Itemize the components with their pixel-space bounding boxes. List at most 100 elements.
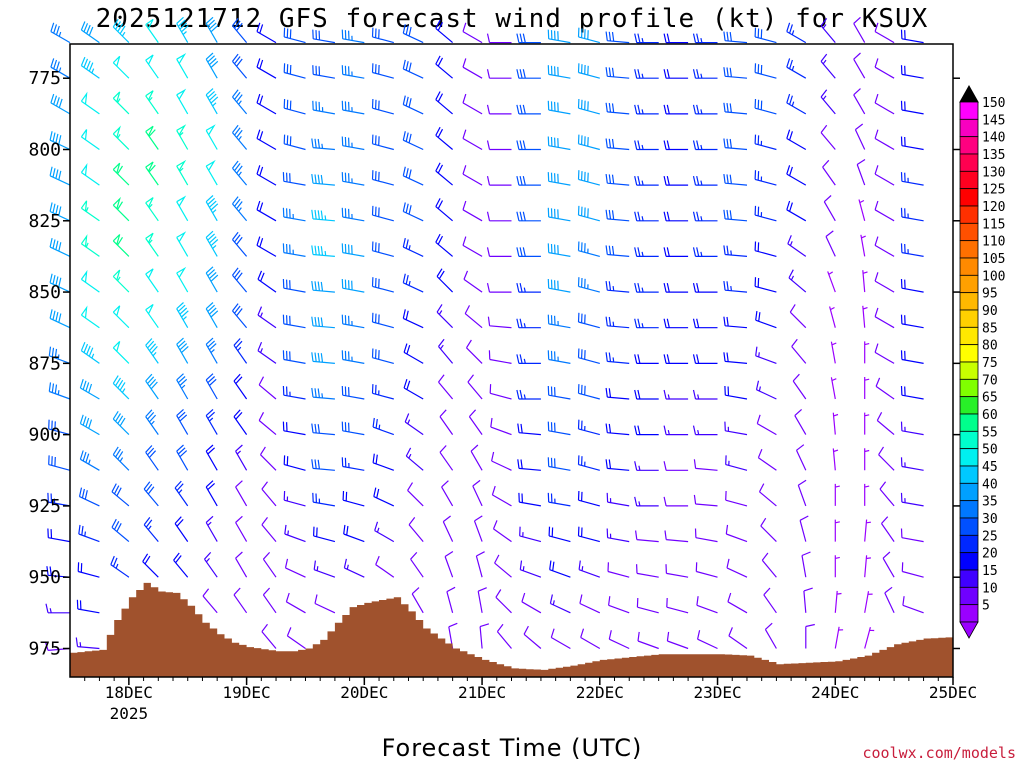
wind-barb xyxy=(577,490,600,507)
wind-barb xyxy=(112,269,130,293)
wind-barb xyxy=(792,373,807,400)
colorbar-label: 25 xyxy=(982,529,998,544)
wind-barb xyxy=(257,341,277,364)
wind-barb xyxy=(462,93,483,115)
wind-barb xyxy=(407,482,424,507)
wind-barb xyxy=(176,266,189,293)
y-tick-label: 950 xyxy=(28,567,61,588)
wind-barb xyxy=(797,479,807,507)
wind-barb xyxy=(205,88,219,115)
wind-barb xyxy=(786,165,807,186)
wind-barb xyxy=(110,555,130,578)
wind-barb xyxy=(285,592,306,614)
wind-barb xyxy=(516,318,541,329)
colorbar-label: 110 xyxy=(982,235,1005,250)
wind-barb xyxy=(665,564,689,578)
wind-barb xyxy=(462,236,483,257)
wind-barb xyxy=(111,483,130,507)
wind-barb xyxy=(446,586,456,613)
wind-barb xyxy=(486,104,512,115)
wind-barb xyxy=(864,448,870,471)
wind-barb xyxy=(829,306,836,328)
wind-barb xyxy=(262,551,277,578)
wind-barb xyxy=(256,93,277,115)
wind-barb xyxy=(176,16,189,43)
wind-barb xyxy=(549,594,571,614)
wind-barb xyxy=(491,485,512,507)
wind-barb xyxy=(47,492,71,507)
wind-barb xyxy=(634,69,659,79)
wind-barb xyxy=(462,22,483,44)
wind-barb xyxy=(79,379,100,400)
wind-barb xyxy=(496,623,512,649)
colorbar-swatch xyxy=(959,170,979,190)
wind-barb xyxy=(820,53,836,79)
wind-barb xyxy=(577,63,600,79)
wind-barb xyxy=(205,480,218,507)
colorbar-label: 145 xyxy=(982,113,1005,128)
wind-barb xyxy=(516,69,541,79)
wind-barb xyxy=(516,389,541,400)
wind-barb xyxy=(444,550,454,578)
wind-barb xyxy=(282,421,306,436)
wind-barb xyxy=(232,89,248,115)
wind-barb xyxy=(341,172,365,186)
wind-barb xyxy=(864,519,871,542)
wind-barb xyxy=(435,198,453,222)
wind-barb xyxy=(282,207,306,222)
wind-barb xyxy=(786,129,807,151)
wind-barb xyxy=(693,459,718,471)
wind-barb xyxy=(787,235,807,257)
wind-barb xyxy=(205,52,219,79)
wind-barb xyxy=(232,196,248,222)
wind-barb xyxy=(176,337,189,364)
colorbar-label: 135 xyxy=(982,148,1005,163)
wind-barb xyxy=(827,271,836,293)
wind-barb xyxy=(864,377,870,399)
wind-barb xyxy=(547,385,571,400)
wind-barb xyxy=(176,302,189,329)
wind-barb xyxy=(663,140,689,151)
wind-barb xyxy=(692,318,718,329)
wind-barb xyxy=(723,281,748,293)
wind-barb xyxy=(463,270,483,293)
wind-barb xyxy=(402,95,424,115)
colorbar-label: 115 xyxy=(982,217,1005,232)
wind-barb xyxy=(487,316,512,329)
wind-barb xyxy=(547,278,571,293)
wind-barb xyxy=(256,165,277,186)
colorbar-swatch xyxy=(959,205,979,224)
wind-barb xyxy=(727,592,748,614)
wind-barb xyxy=(900,243,924,257)
wind-barb xyxy=(834,626,844,649)
wind-barb xyxy=(723,245,748,257)
colorbar-label: 5 xyxy=(982,599,990,614)
wind-barb xyxy=(547,100,571,115)
wind-barb xyxy=(404,413,424,436)
wind-barb xyxy=(876,412,895,436)
wind-barb xyxy=(282,172,306,186)
wind-barb xyxy=(577,98,600,115)
wind-barb xyxy=(860,234,866,257)
wind-barb xyxy=(77,562,100,578)
wind-barb xyxy=(233,373,248,400)
wind-barb xyxy=(235,444,248,471)
wind-barb xyxy=(900,385,924,400)
wind-barb xyxy=(261,623,277,649)
wind-barb xyxy=(202,588,218,614)
wind-barb xyxy=(145,90,159,115)
colorbar-swatch xyxy=(959,222,979,242)
y-tick-label: 850 xyxy=(28,282,61,303)
colorbar-label: 30 xyxy=(982,512,998,527)
wind-barb xyxy=(205,195,219,222)
wind-barb xyxy=(578,560,601,578)
wind-barb xyxy=(822,159,836,186)
wind-barb xyxy=(233,587,248,614)
wind-barb xyxy=(900,421,924,436)
colorbar-label: 15 xyxy=(982,564,998,579)
wind-barb xyxy=(874,236,895,257)
wind-barb xyxy=(858,199,866,221)
wind-barb xyxy=(900,528,924,543)
wind-barb xyxy=(75,637,100,650)
wind-barb xyxy=(606,528,630,543)
